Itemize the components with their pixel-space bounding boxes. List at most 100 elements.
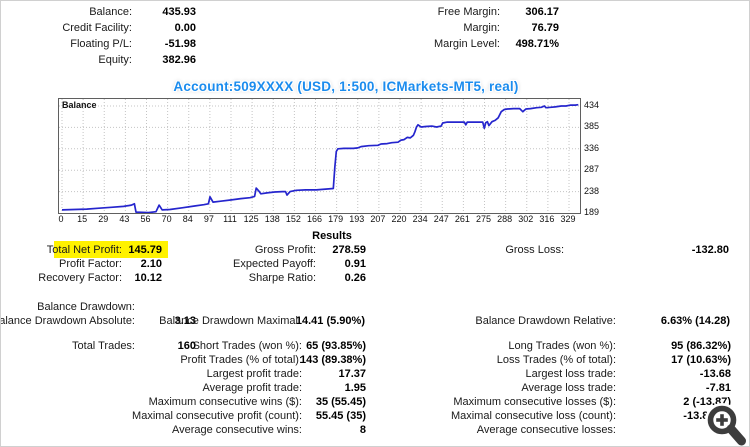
x-tick-label: 247 <box>433 214 449 224</box>
balance-chart-canvas <box>59 99 580 213</box>
chart-series-label: Balance <box>62 100 97 110</box>
stat-value-sharpe-ratio: 0.26 <box>344 272 366 284</box>
stat-label-profit-factor: Profit Factor: <box>59 258 122 270</box>
stat-label-balance-drawdown-relative: Balance Drawdown Relative: <box>475 315 616 327</box>
x-tick-label: 329 <box>560 214 576 224</box>
stat-label-maximal-consecutive-loss-count: Maximal consecutive loss (count): <box>450 410 616 422</box>
stat-value-average-consecutive-wins: 8 <box>359 424 366 436</box>
stat-value-balance-drawdown-maximal: 14.41 (5.90%) <box>295 315 365 327</box>
stat-label-maximum-consecutive-wins: Maximum consecutive wins ($): <box>148 396 302 408</box>
stat-value-expected-payoff: 0.91 <box>344 258 366 270</box>
x-tick-label: 70 <box>161 214 172 224</box>
stat-value-balance-drawdown-relative: 6.63% (14.28) <box>660 315 730 327</box>
x-tick-label: 234 <box>412 214 428 224</box>
stat-label-sharpe-ratio: Sharpe Ratio: <box>248 272 316 284</box>
stat-label-average-profit-trade: Average profit trade: <box>202 382 302 394</box>
y-tick-label: 238 <box>584 185 600 196</box>
stat-label-recovery-factor: Recovery Factor: <box>38 272 122 284</box>
stat-value-total-trades: 160 <box>177 340 196 352</box>
x-tick-label: 193 <box>349 214 365 224</box>
stat-label-equity: Equity: <box>98 54 132 66</box>
stat-label-maximum-consecutive-losses: Maximum consecutive losses ($): <box>453 396 616 408</box>
stat-value-equity: 382.96 <box>162 54 196 66</box>
stat-label-loss-trades-of-total: Loss Trades (% of total): <box>496 354 616 366</box>
stat-label-gross-loss: Gross Loss: <box>505 244 564 256</box>
x-tick-label: 138 <box>264 214 280 224</box>
stat-value-total-net-profit: 145.79 <box>128 244 162 256</box>
stat-value-maximal-consecutive-profit-count: 55.45 (35) <box>315 410 366 422</box>
stat-value-profit-factor: 2.10 <box>140 258 162 270</box>
x-tick-label: 152 <box>285 214 301 224</box>
stat-value-maximum-consecutive-wins: 35 (55.45) <box>315 396 366 408</box>
stat-label-margin: Margin: <box>463 22 500 34</box>
balance-chart: Balance <box>58 98 581 214</box>
stat-label-profit-trades-of-total: Profit Trades (% of total): <box>180 354 302 366</box>
stat-value-gross-profit: 278.59 <box>332 244 366 256</box>
stat-value-recovery-factor: 10.12 <box>134 272 162 284</box>
x-tick-label: 220 <box>391 214 407 224</box>
stat-label-average-consecutive-losses: Average consecutive losses: <box>476 424 616 436</box>
stat-value-floating-p-l: -51.98 <box>164 38 196 50</box>
x-tick-label: 56 <box>140 214 151 224</box>
x-tick-label: 29 <box>98 214 109 224</box>
stat-label-maximal-consecutive-profit-count: Maximal consecutive profit (count): <box>132 410 302 422</box>
x-tick-label: 207 <box>370 214 386 224</box>
total-net-profit-highlight <box>54 241 168 258</box>
stat-label-balance-drawdown-absolute: Balance Drawdown Absolute: <box>0 315 135 327</box>
stat-value-largest-loss-trade: -13.68 <box>699 368 731 380</box>
x-tick-label: 302 <box>518 214 534 224</box>
stat-label-balance: Balance: <box>89 6 132 18</box>
stat-label-free-margin: Free Margin: <box>437 6 500 18</box>
stat-label-largest-loss-trade: Largest loss trade: <box>525 368 617 380</box>
balance-line <box>61 103 579 213</box>
stat-label-average-loss-trade: Average loss trade: <box>521 382 616 394</box>
stat-value-loss-trades-of-total: 17 (10.63%) <box>671 354 731 366</box>
stat-label-floating-p-l: Floating P/L: <box>70 38 132 50</box>
stat-value-profit-trades-of-total: 143 (89.38%) <box>299 354 366 366</box>
stat-label-balance-drawdown-maximal: Balance Drawdown Maximal: <box>159 315 301 327</box>
stat-label-balance-drawdown: Balance Drawdown: <box>37 301 135 313</box>
stat-label-average-consecutive-wins: Average consecutive wins: <box>171 424 302 436</box>
stat-label-total-trades: Total Trades: <box>72 340 135 352</box>
stat-label-margin-level: Margin Level: <box>433 38 500 50</box>
x-tick-label: 288 <box>497 214 513 224</box>
stat-value-balance: 435.93 <box>162 6 196 18</box>
stat-value-average-profit-trade: 1.95 <box>344 382 366 394</box>
stat-label-short-trades-won: Short Trades (won %): <box>192 340 302 352</box>
y-tick-label: 385 <box>584 121 600 132</box>
stat-value-credit-facility: 0.00 <box>174 22 196 34</box>
stat-value-balance-drawdown-absolute: 3.13 <box>174 315 196 327</box>
x-tick-label: 166 <box>306 214 323 224</box>
stat-value-margin-level: 498.71% <box>515 38 559 50</box>
stat-label-credit-facility: Credit Facility: <box>62 22 132 34</box>
x-tick-label: 316 <box>539 214 555 224</box>
stat-label-largest-profit-trade: Largest profit trade: <box>206 368 302 380</box>
stat-value-short-trades-won: 65 (93.85%) <box>306 340 366 352</box>
x-tick-label: 275 <box>475 214 492 224</box>
x-tick-label: 84 <box>182 214 193 224</box>
stat-label-total-net-profit: Total Net Profit: <box>46 244 122 256</box>
account-title: Account:509XXXX (USD, 1:500, ICMarkets-M… <box>173 79 519 94</box>
stat-label-gross-profit: Gross Profit: <box>254 244 316 256</box>
stat-value-free-margin: 306.17 <box>525 6 559 18</box>
stat-value-largest-profit-trade: 17.37 <box>338 368 366 380</box>
y-tick-label: 336 <box>584 142 600 153</box>
x-tick-label: 0 <box>58 214 64 224</box>
stat-value-long-trades-won: 95 (86.32%) <box>671 340 731 352</box>
x-tick-label: 43 <box>119 214 130 224</box>
stat-label-long-trades-won: Long Trades (won %): <box>508 340 616 352</box>
x-tick-label: 125 <box>243 214 259 224</box>
stat-value-gross-loss: -132.80 <box>691 244 729 256</box>
results-header: Results <box>312 230 352 242</box>
zoom-in-icon[interactable] <box>704 403 749 447</box>
y-tick-label: 287 <box>584 164 600 175</box>
stat-label-expected-payoff: Expected Payoff: <box>233 258 316 270</box>
x-tick-label: 111 <box>223 214 237 224</box>
chart-grid <box>59 99 580 213</box>
x-tick-label: 97 <box>203 214 214 224</box>
x-tick-label: 15 <box>77 214 88 224</box>
x-tick-label: 179 <box>328 214 344 224</box>
stat-value-margin: 76.79 <box>531 22 559 34</box>
y-tick-label: 189 <box>584 207 600 217</box>
